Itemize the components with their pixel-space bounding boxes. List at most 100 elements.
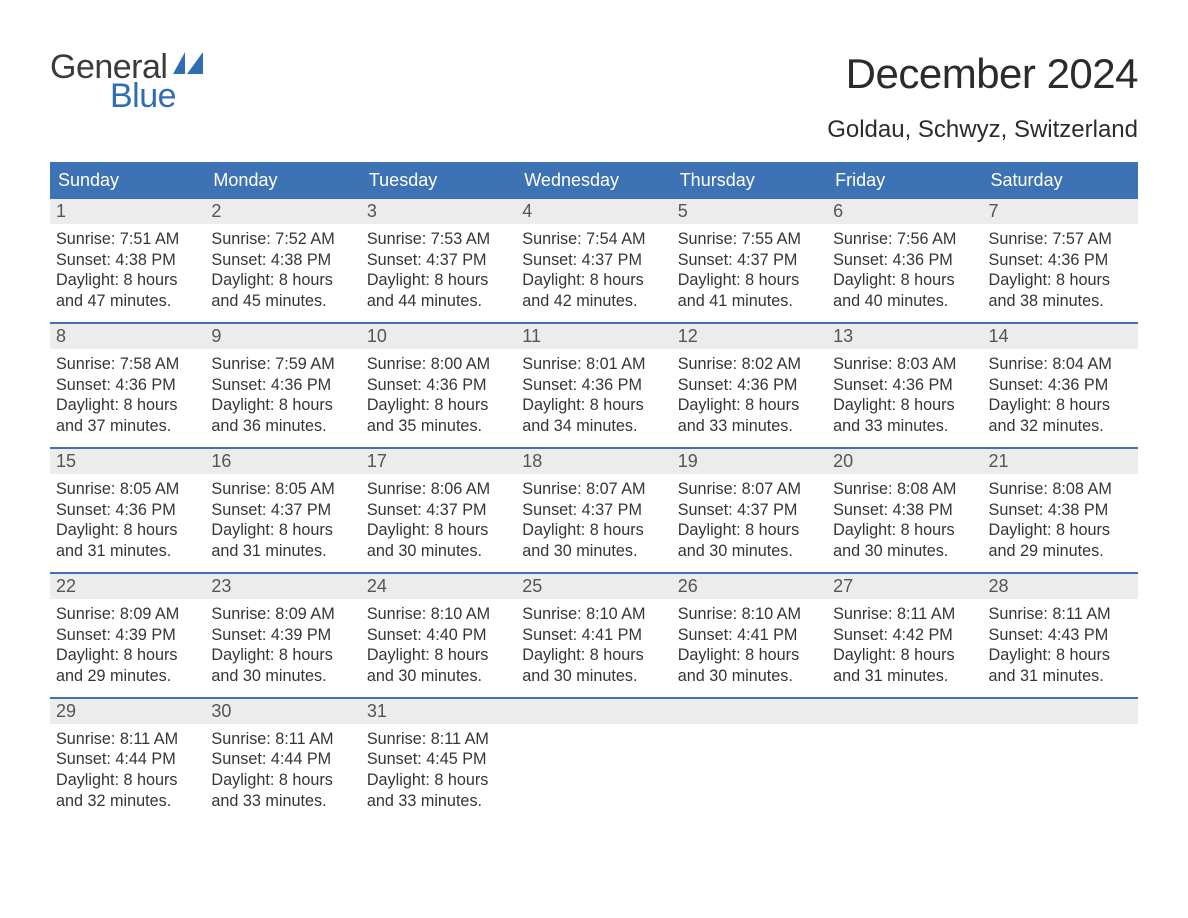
sunrise-line: Sunrise: 8:11 AM xyxy=(833,604,976,625)
day-number xyxy=(827,699,982,724)
daylight-line: Daylight: 8 hours xyxy=(211,645,354,666)
day-number: 3 xyxy=(361,199,516,224)
daylight-line2: and 30 minutes. xyxy=(678,666,821,687)
day-body: Sunrise: 7:59 AMSunset: 4:36 PMDaylight:… xyxy=(205,349,360,447)
sunrise-line: Sunrise: 8:01 AM xyxy=(522,354,665,375)
sunrise-line: Sunrise: 8:04 AM xyxy=(989,354,1132,375)
daylight-line: Daylight: 8 hours xyxy=(56,520,199,541)
day-number: 16 xyxy=(205,449,360,474)
daylight-line2: and 32 minutes. xyxy=(989,416,1132,437)
daylight-line2: and 33 minutes. xyxy=(211,791,354,812)
day-number: 31 xyxy=(361,699,516,724)
weekday-header-row: SundayMondayTuesdayWednesdayThursdayFrid… xyxy=(50,164,1138,197)
sunset-line: Sunset: 4:41 PM xyxy=(678,625,821,646)
day-body: Sunrise: 8:08 AMSunset: 4:38 PMDaylight:… xyxy=(983,474,1138,572)
sunrise-line: Sunrise: 8:00 AM xyxy=(367,354,510,375)
calendar-week-row: 29Sunrise: 8:11 AMSunset: 4:44 PMDayligh… xyxy=(50,697,1138,822)
day-number xyxy=(672,699,827,724)
weekday-header: Thursday xyxy=(672,164,827,197)
day-body: Sunrise: 7:51 AMSunset: 4:38 PMDaylight:… xyxy=(50,224,205,322)
daylight-line: Daylight: 8 hours xyxy=(56,395,199,416)
daylight-line: Daylight: 8 hours xyxy=(367,270,510,291)
sunset-line: Sunset: 4:45 PM xyxy=(367,749,510,770)
day-body xyxy=(983,724,1138,739)
daylight-line: Daylight: 8 hours xyxy=(989,645,1132,666)
sunset-line: Sunset: 4:44 PM xyxy=(56,749,199,770)
daylight-line: Daylight: 8 hours xyxy=(211,520,354,541)
calendar-day-cell: 12Sunrise: 8:02 AMSunset: 4:36 PMDayligh… xyxy=(672,324,827,447)
sunrise-line: Sunrise: 8:09 AM xyxy=(56,604,199,625)
day-number: 14 xyxy=(983,324,1138,349)
day-body xyxy=(827,724,982,739)
sunrise-line: Sunrise: 7:54 AM xyxy=(522,229,665,250)
daylight-line: Daylight: 8 hours xyxy=(522,395,665,416)
calendar-day-cell: 17Sunrise: 8:06 AMSunset: 4:37 PMDayligh… xyxy=(361,449,516,572)
daylight-line2: and 36 minutes. xyxy=(211,416,354,437)
calendar-day-cell: 29 Sunrise: 8:11 AMSunset: 4:44 PMDayligh… xyxy=(50,699,205,822)
daylight-line2: and 38 minutes. xyxy=(989,291,1132,312)
calendar-day-cell: 2Sunrise: 7:52 AMSunset: 4:38 PMDaylight… xyxy=(205,199,360,322)
daylight-line2: and 42 minutes. xyxy=(522,291,665,312)
daylight-line: Daylight: 8 hours xyxy=(833,645,976,666)
sunrise-line: Sunrise: 8:10 AM xyxy=(678,604,821,625)
day-number: 25 xyxy=(516,574,671,599)
title-block: December 2024 Goldau, Schwyz, Switzerlan… xyxy=(827,50,1138,144)
day-number xyxy=(516,699,671,724)
sunset-line: Sunset: 4:36 PM xyxy=(522,375,665,396)
sunset-line: Sunset: 4:36 PM xyxy=(678,375,821,396)
day-body: Sunrise: 7:56 AMSunset: 4:36 PMDaylight:… xyxy=(827,224,982,322)
day-body: Sunrise: 7:55 AMSunset: 4:37 PMDaylight:… xyxy=(672,224,827,322)
sunrise-line: Sunrise: 8:11 AM xyxy=(56,729,199,750)
month-title: December 2024 xyxy=(827,50,1138,98)
sunrise-line: Sunrise: 8:11 AM xyxy=(989,604,1132,625)
daylight-line: Daylight: 8 hours xyxy=(522,270,665,291)
calendar-day-cell: 21Sunrise: 8:08 AMSunset: 4:38 PMDayligh… xyxy=(983,449,1138,572)
sunrise-line: Sunrise: 7:57 AM xyxy=(989,229,1132,250)
sunrise-line: Sunrise: 8:03 AM xyxy=(833,354,976,375)
day-number: 19 xyxy=(672,449,827,474)
sunset-line: Sunset: 4:40 PM xyxy=(367,625,510,646)
calendar-day-cell: 14Sunrise: 8:04 AMSunset: 4:36 PMDayligh… xyxy=(983,324,1138,447)
calendar-day-cell: 5Sunrise: 7:55 AMSunset: 4:37 PMDaylight… xyxy=(672,199,827,322)
day-number: 30 xyxy=(205,699,360,724)
day-body: Sunrise: 8:08 AMSunset: 4:38 PMDaylight:… xyxy=(827,474,982,572)
day-body xyxy=(672,724,827,739)
sunset-line: Sunset: 4:36 PM xyxy=(833,250,976,271)
day-body: Sunrise: 8:07 AMSunset: 4:37 PMDaylight:… xyxy=(672,474,827,572)
sunrise-line: Sunrise: 8:08 AM xyxy=(833,479,976,500)
sunrise-line: Sunrise: 8:11 AM xyxy=(211,729,354,750)
calendar-day-cell: 10Sunrise: 8:00 AMSunset: 4:36 PMDayligh… xyxy=(361,324,516,447)
sunrise-line: Sunrise: 7:51 AM xyxy=(56,229,199,250)
day-body: Sunrise: 8:11 AMSunset: 4:43 PMDaylight:… xyxy=(983,599,1138,697)
sunset-line: Sunset: 4:37 PM xyxy=(522,500,665,521)
calendar-week-row: 8Sunrise: 7:58 AMSunset: 4:36 PMDaylight… xyxy=(50,322,1138,447)
day-number: 20 xyxy=(827,449,982,474)
sunset-line: Sunset: 4:42 PM xyxy=(833,625,976,646)
daylight-line: Daylight: 8 hours xyxy=(56,645,199,666)
daylight-line: Daylight: 8 hours xyxy=(56,770,199,791)
sunrise-line: Sunrise: 7:55 AM xyxy=(678,229,821,250)
daylight-line2: and 30 minutes. xyxy=(678,541,821,562)
topbar: General Blue December 2024 Goldau, Schwy… xyxy=(50,50,1138,144)
logo-triangle-icon xyxy=(173,52,203,78)
daylight-line2: and 30 minutes. xyxy=(522,666,665,687)
day-number: 29 xyxy=(50,699,205,724)
calendar-day-cell xyxy=(672,699,827,822)
day-number: 1 xyxy=(50,199,205,224)
calendar-week-row: 22Sunrise: 8:09 AMSunset: 4:39 PMDayligh… xyxy=(50,572,1138,697)
daylight-line2: and 30 minutes. xyxy=(833,541,976,562)
sunrise-line: Sunrise: 7:56 AM xyxy=(833,229,976,250)
sunrise-line: Sunrise: 8:05 AM xyxy=(211,479,354,500)
day-number: 2 xyxy=(205,199,360,224)
daylight-line: Daylight: 8 hours xyxy=(833,520,976,541)
daylight-line2: and 31 minutes. xyxy=(989,666,1132,687)
weekday-header: Monday xyxy=(205,164,360,197)
day-number: 26 xyxy=(672,574,827,599)
day-number: 7 xyxy=(983,199,1138,224)
daylight-line: Daylight: 8 hours xyxy=(367,770,510,791)
daylight-line2: and 45 minutes. xyxy=(211,291,354,312)
calendar-day-cell xyxy=(983,699,1138,822)
calendar-grid: SundayMondayTuesdayWednesdayThursdayFrid… xyxy=(50,162,1138,822)
day-body: Sunrise: 8:11 AMSunset: 4:42 PMDaylight:… xyxy=(827,599,982,697)
day-number: 4 xyxy=(516,199,671,224)
